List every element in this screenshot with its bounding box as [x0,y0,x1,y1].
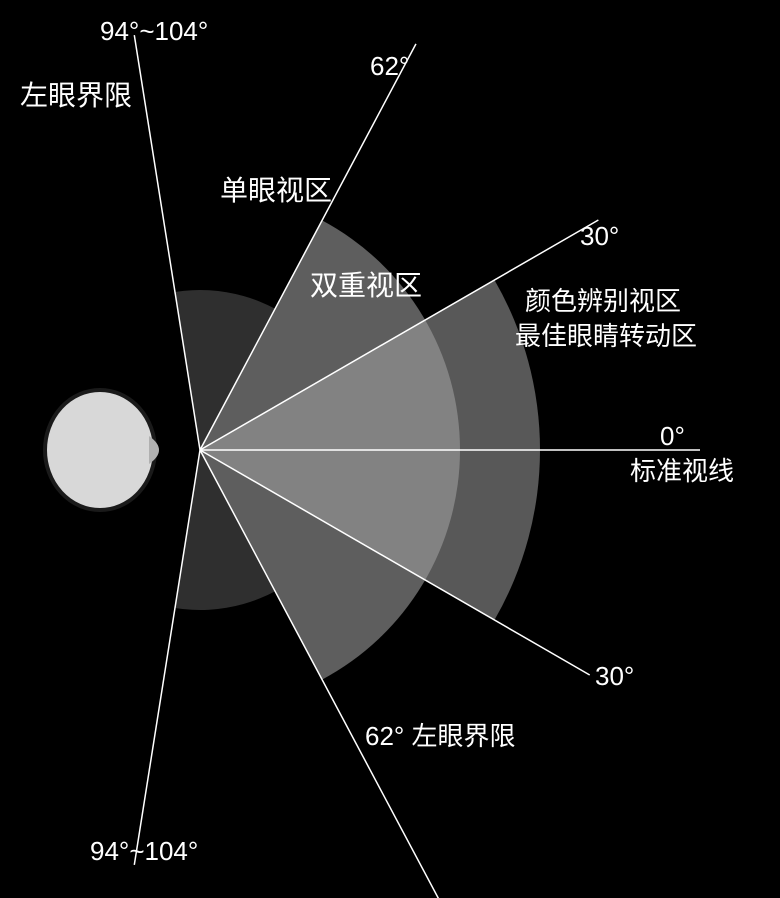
zone-label: 颜色辨别视区 [525,286,681,316]
angle-sublabel: 标准视线 [630,456,734,486]
angle-label: 94°~104° [100,16,208,46]
angle-label: 0° [660,421,685,451]
angle-label: 62° [370,51,409,81]
zone-label: 双重视区 [310,270,422,301]
angle-label: 30° [595,661,634,691]
zone-label: 最佳眼睛转动区 [515,321,697,351]
angle-label: 62° 左眼界限 [365,721,516,751]
zone-label: 左眼界限 [20,80,132,111]
angle-label: 30° [580,221,619,251]
angle-label: 94°~104° [90,836,198,866]
zone-label: 单眼视区 [220,175,332,206]
head-top-view [45,390,155,510]
